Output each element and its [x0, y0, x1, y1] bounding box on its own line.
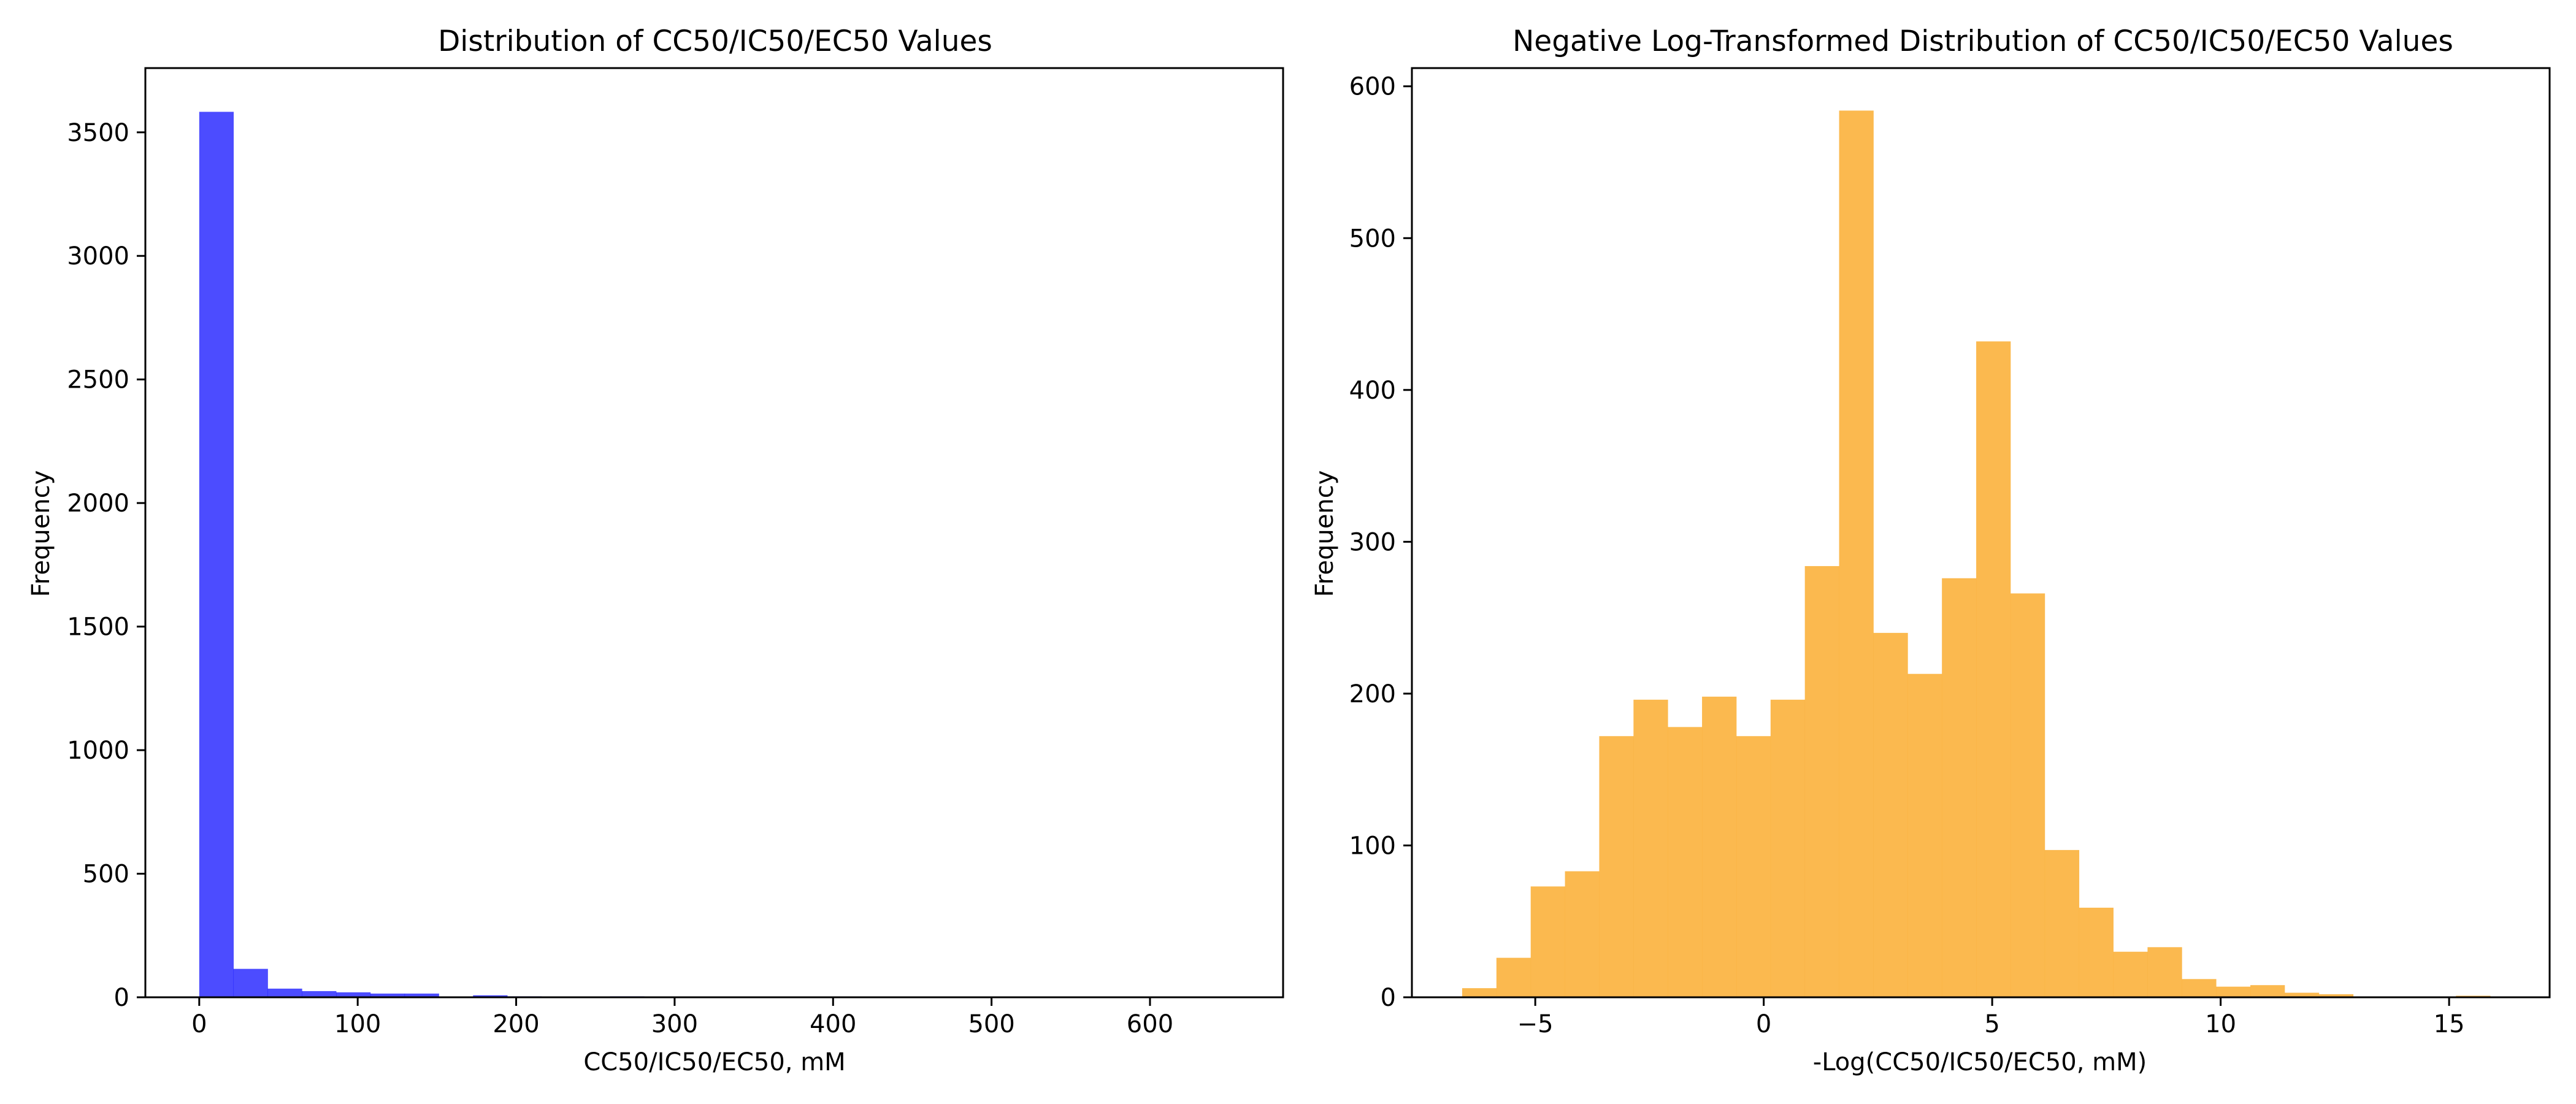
y-tick-label: 2000 — [67, 489, 129, 518]
histogram-bar — [1804, 565, 1839, 997]
histogram-bar — [2318, 994, 2354, 997]
x-tick-label: 10 — [2205, 1010, 2236, 1038]
histogram-bar — [370, 993, 405, 997]
histogram-bar — [2079, 907, 2114, 997]
histogram-bar — [233, 968, 268, 997]
x-axis-label: CC50/IC50/EC50, mM — [583, 1048, 845, 1076]
histogram-bar — [1668, 727, 1703, 997]
y-axis-label: Frequency — [1311, 470, 1339, 597]
histogram-bar — [2147, 947, 2182, 997]
x-axis-ticks: 0 100 200 300 400 500 600 — [191, 997, 1173, 1038]
x-tick-label: 100 — [334, 1010, 381, 1038]
y-tick-label: 0 — [1381, 984, 1396, 1012]
y-tick-label: 500 — [1349, 224, 1396, 253]
histogram-bar — [1496, 957, 1531, 997]
histogram-bar — [2044, 849, 2080, 997]
y-tick-label: 200 — [1349, 680, 1396, 708]
histogram-bar — [2113, 951, 2148, 997]
x-tick-label: 300 — [651, 1010, 698, 1038]
histogram-bar — [1633, 699, 1668, 997]
x-tick-label: 5 — [1984, 1010, 1999, 1038]
x-axis-ticks: −5 0 5 10 15 — [1517, 997, 2465, 1038]
histogram-log-values: Negative Log-Transformed Distribution of… — [1311, 25, 2551, 1076]
x-tick-label: 200 — [493, 1010, 539, 1038]
histogram-bar — [2182, 979, 2217, 997]
x-tick-label: 500 — [968, 1010, 1014, 1038]
histogram-bar — [1873, 632, 1908, 997]
chart-title: Negative Log-Transformed Distribution of… — [1512, 25, 2453, 58]
y-axis-ticks: 0 500 1000 1500 2000 2500 3000 3500 — [67, 119, 145, 1012]
y-axis-label: Frequency — [27, 470, 55, 597]
y-axis-ticks: 0 100 200 300 400 500 600 — [1349, 73, 1412, 1012]
x-tick-label: 0 — [1756, 1010, 1771, 1038]
histogram-bar — [473, 995, 508, 997]
chart-title: Distribution of CC50/IC50/EC50 Values — [438, 25, 992, 58]
histogram-bar — [1736, 736, 1771, 997]
histogram-bar — [302, 991, 337, 997]
histogram-bar — [1702, 696, 1737, 997]
histogram-bar — [1770, 699, 1806, 997]
plot-frame — [1411, 67, 2551, 999]
histogram-bar — [267, 988, 302, 997]
y-tick-label: 100 — [1349, 832, 1396, 860]
y-tick-label: 300 — [1349, 528, 1396, 556]
x-tick-label: −5 — [1517, 1010, 1554, 1038]
x-tick-label: 400 — [810, 1010, 856, 1038]
histogram-raw-values: Distribution of CC50/IC50/EC50 Values 0 1… — [27, 25, 1284, 1076]
histogram-bar — [1599, 736, 1634, 997]
bar-series — [1462, 110, 2491, 997]
histogram-bar — [1839, 110, 1874, 997]
histogram-bar — [404, 993, 439, 997]
histogram-bar — [2284, 992, 2320, 997]
histogram-bar — [2010, 593, 2045, 997]
histogram-bar — [336, 992, 371, 997]
histogram-bar — [2216, 986, 2251, 997]
y-tick-label: 1000 — [67, 737, 129, 765]
y-tick-label: 600 — [1349, 73, 1396, 101]
y-tick-label: 1500 — [67, 613, 129, 642]
y-tick-label: 3500 — [67, 119, 129, 147]
x-tick-label: 0 — [191, 1010, 207, 1038]
x-tick-label: 15 — [2434, 1010, 2465, 1038]
histogram-bar — [1907, 673, 1942, 997]
histogram-bar — [2250, 985, 2285, 997]
histogram-bar — [1565, 871, 1600, 997]
y-tick-label: 2500 — [67, 366, 129, 394]
x-tick-label: 600 — [1127, 1010, 1173, 1038]
histogram-bar — [1942, 578, 1977, 997]
histogram-bar — [199, 112, 234, 997]
y-tick-label: 500 — [83, 861, 129, 889]
histogram-bar — [1530, 886, 1565, 997]
plot-area — [1411, 67, 2551, 999]
y-tick-label: 3000 — [67, 242, 129, 270]
histogram-bar — [1462, 988, 1497, 997]
y-tick-label: 400 — [1349, 377, 1396, 405]
histogram-bar — [1976, 341, 2011, 997]
plot-area — [144, 67, 1284, 999]
plot-frame — [144, 67, 1284, 999]
x-axis-label: -Log(CC50/IC50/EC50, mM) — [1813, 1048, 2147, 1076]
y-tick-label: 0 — [114, 984, 129, 1012]
